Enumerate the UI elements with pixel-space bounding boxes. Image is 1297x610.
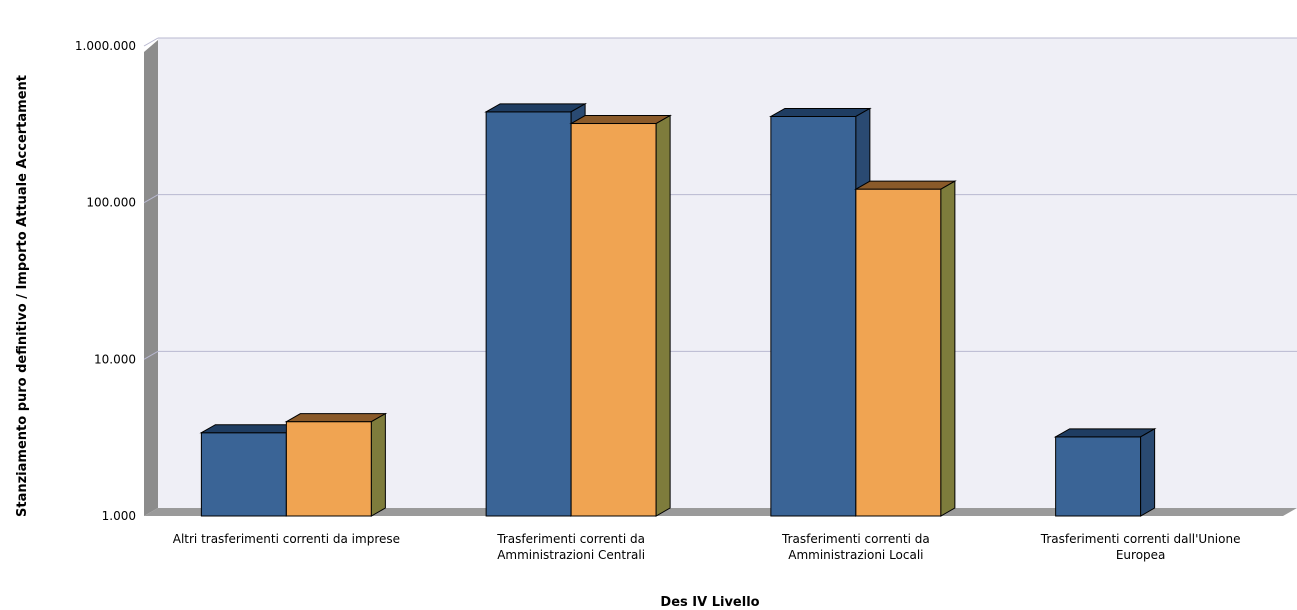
x-axis-categories: Altri trasferimenti correnti da imprese T… [173, 532, 1241, 562]
y-tick-label: 1.000 [102, 509, 136, 523]
bar-top [768, 107, 872, 117]
y-tick-label: 100.000 [86, 196, 136, 210]
bar [853, 180, 957, 517]
bar-front [570, 123, 657, 517]
bar-front [855, 188, 942, 517]
x-category-label: Trasferimenti correnti da [496, 532, 645, 546]
x-axis-title: Des IV Livello [660, 595, 759, 610]
bar [284, 412, 388, 517]
bar [768, 107, 872, 517]
bar-front [485, 111, 572, 517]
gridline-diagonal [143, 37, 159, 47]
bar-front [1055, 436, 1142, 517]
bar [484, 102, 588, 517]
bar [569, 114, 673, 517]
x-category-label: Altri trasferimenti correnti da imprese [173, 532, 400, 546]
bar-top [199, 424, 303, 434]
bar-top [853, 180, 957, 190]
x-category-label: Trasferimenti correnti dall'Unione [1040, 532, 1241, 546]
floor [144, 508, 1297, 516]
bar-side [370, 412, 386, 517]
x-category-label: Amministrazioni Centrali [497, 548, 645, 562]
bar-side [655, 114, 671, 517]
gridline-diagonal [143, 350, 159, 360]
x-category-label: Trasferimenti correnti da [781, 532, 930, 546]
bar-side [1140, 427, 1156, 517]
bar-top [284, 413, 388, 423]
bar-top [484, 103, 588, 113]
x-category-label: Europea [1116, 548, 1166, 562]
bar-front [285, 421, 372, 517]
bar-side [940, 180, 956, 517]
x-category-label: Amministrazioni Locali [788, 548, 923, 562]
bar-top [569, 115, 673, 125]
y-tick-label: 10.000 [94, 352, 136, 366]
bar-front [200, 432, 287, 517]
bar [199, 423, 303, 517]
y-tick-label: 1.000.000 [75, 39, 136, 53]
bars [199, 102, 1157, 517]
left-wall [144, 40, 158, 516]
y-axis-title: Stanziamento puro definitivo / Importo A… [15, 75, 30, 517]
bar-top [1053, 428, 1157, 438]
gridline-diagonal [143, 194, 159, 204]
y-axis-ticks: 1.000 10.000 100.000 1.000.000 [75, 39, 136, 523]
bar [1053, 427, 1157, 517]
bar-front [770, 115, 857, 517]
